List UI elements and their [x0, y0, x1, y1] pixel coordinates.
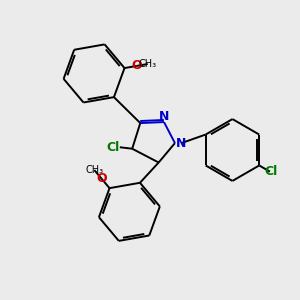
Text: O: O — [96, 172, 107, 185]
Text: Cl: Cl — [265, 165, 278, 178]
Text: CH₃: CH₃ — [139, 59, 157, 69]
Text: N: N — [159, 110, 169, 123]
Text: CH₃: CH₃ — [85, 165, 103, 175]
Text: N: N — [176, 136, 187, 150]
Text: Cl: Cl — [106, 141, 120, 154]
Text: O: O — [131, 59, 142, 72]
